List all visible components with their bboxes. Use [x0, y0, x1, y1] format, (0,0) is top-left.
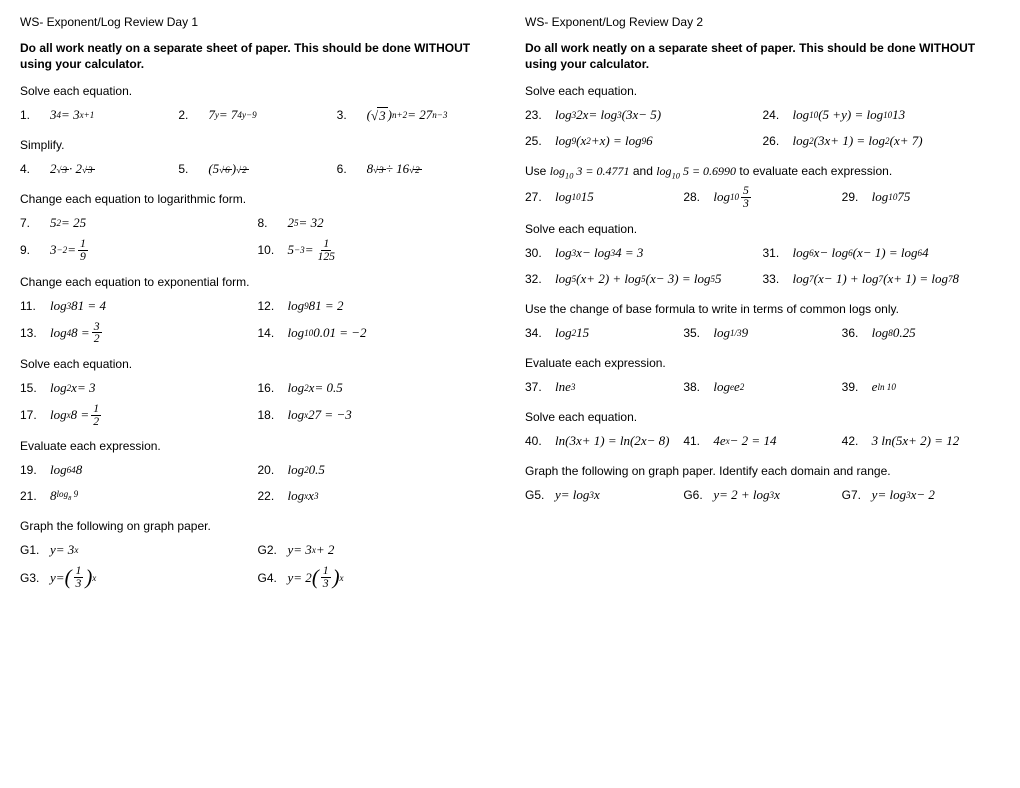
- problem-20: 20.log2 0.5: [258, 462, 496, 478]
- problem-row: 7.52 = 25 8.25 = 32: [20, 212, 495, 234]
- day2-title: WS- Exponent/Log Review Day 2: [525, 15, 1000, 29]
- day1-instructions: Do all work neatly on a separate sheet o…: [20, 41, 495, 72]
- problem-42: 42.3 ln(5x + 2) = 12: [842, 433, 1000, 449]
- problem-16: 16.log2 x = 0.5: [258, 380, 496, 396]
- problem-23: 23.log3 2x = log3(3x − 5): [525, 107, 763, 123]
- problem-row: 17.logx 8 = 12 18.logx 27 = −3: [20, 403, 495, 427]
- problem-row: 34.log2 15 35.log1/3 9 36.log8 0.25: [525, 322, 1000, 344]
- problem-2: 2.7y = 74y−9: [178, 107, 336, 123]
- problem-g3: G3.y = (13)x: [20, 565, 258, 589]
- problem-33: 33.log7(x − 1) + log7(x + 1) = log7 8: [763, 271, 1001, 287]
- problem-11: 11.log3 81 = 4: [20, 298, 258, 314]
- problem-12: 12.log9 81 = 2: [258, 298, 496, 314]
- problem-13: 13.log4 8 = 32: [20, 321, 258, 345]
- problem-row: 23.log3 2x = log3(3x − 5) 24.log10(5 + y…: [525, 104, 1000, 126]
- problem-3: 3.(3)n+2 = 27n−3: [337, 107, 495, 124]
- problem-row: 27.log10 15 28.log10 53 29.log10 75: [525, 185, 1000, 209]
- problem-g2: G2.y = 3x + 2: [258, 542, 496, 558]
- problem-7: 7.52 = 25: [20, 215, 258, 231]
- problem-27: 27.log10 15: [525, 189, 683, 205]
- section-head: Solve each equation.: [525, 84, 1000, 98]
- worksheet-columns: WS- Exponent/Log Review Day 1 Do all wor…: [20, 15, 1000, 594]
- problem-row: 25.log9(x2 + x) = log9 6 26.log2(3x + 1)…: [525, 130, 1000, 152]
- problem-28: 28.log10 53: [683, 185, 841, 209]
- problem-17: 17.logx 8 = 12: [20, 403, 258, 427]
- problem-row: G3.y = (13)x G4.y = 2(13)x: [20, 565, 495, 589]
- problem-g6: G6.y = 2 + log3 x: [683, 487, 841, 503]
- problem-row: 19.log64 8 20.log2 0.5: [20, 459, 495, 481]
- day2-column: WS- Exponent/Log Review Day 2 Do all wor…: [525, 15, 1000, 594]
- problem-14: 14.log10 0.01 = −2: [258, 325, 496, 341]
- problem-24: 24.log10(5 + y) = log10 13: [763, 107, 1001, 123]
- problem-g5: G5.y = log3 x: [525, 487, 683, 503]
- problem-34: 34.log2 15: [525, 325, 683, 341]
- section-head: Change each equation to exponential form…: [20, 275, 495, 289]
- section-head: Solve each equation.: [20, 357, 495, 371]
- section-head: Use the change of base formula to write …: [525, 302, 1000, 316]
- section-head: Graph the following on graph paper.: [20, 519, 495, 533]
- problem-15: 15.log2 x = 3: [20, 380, 258, 396]
- problem-25: 25.log9(x2 + x) = log9 6: [525, 133, 763, 149]
- section-head: Solve each equation.: [525, 222, 1000, 236]
- problem-38: 38.loge e2: [683, 379, 841, 395]
- problem-row: 30.log3 x − log3 4 = 3 31.log6 x − log6(…: [525, 242, 1000, 264]
- problem-row: 21.8log8 9 22.logx x3: [20, 485, 495, 507]
- problem-row: 9.3−2 = 19 10.5−3 = 1125: [20, 238, 495, 262]
- problem-21: 21.8log8 9: [20, 488, 258, 504]
- problem-row: 40.ln(3x + 1) = ln(2x − 8) 41.4ex − 2 = …: [525, 430, 1000, 452]
- problem-35: 35.log1/3 9: [683, 325, 841, 341]
- section-head: Evaluate each expression.: [20, 439, 495, 453]
- problem-4: 4.23 · 23: [20, 161, 178, 177]
- section-head: Change each equation to logarithmic form…: [20, 192, 495, 206]
- section-head: Use log10 3 = 0.4771 and log10 5 = 0.699…: [525, 164, 1000, 179]
- problem-31: 31.log6 x − log6(x − 1) = log6 4: [763, 245, 1001, 261]
- problem-row: G1.y = 3x G2.y = 3x + 2: [20, 539, 495, 561]
- problem-19: 19.log64 8: [20, 462, 258, 478]
- problem-41: 41.4ex − 2 = 14: [683, 433, 841, 449]
- problem-row: 11.log3 81 = 4 12.log9 81 = 2: [20, 295, 495, 317]
- problem-row: 32.log5(x + 2) + log5(x − 3) = log5 5 33…: [525, 268, 1000, 290]
- problem-22: 22.logx x3: [258, 488, 496, 504]
- problem-36: 36.log8 0.25: [842, 325, 1000, 341]
- problem-g7: G7.y = log3 x − 2: [842, 487, 1000, 503]
- problem-row: 37.ln e3 38.loge e2 39.eln 10: [525, 376, 1000, 398]
- problem-5: 5.(56)2: [178, 161, 336, 177]
- section-head: Graph the following on graph paper. Iden…: [525, 464, 1000, 478]
- problem-g4: G4.y = 2(13)x: [258, 565, 496, 589]
- problem-40: 40.ln(3x + 1) = ln(2x − 8): [525, 433, 683, 449]
- problem-row: 1.34 = 3x+1 2.7y = 74y−9 3.(3)n+2 = 27n−…: [20, 104, 495, 126]
- problem-1: 1.34 = 3x+1: [20, 107, 178, 123]
- problem-6: 6.83 ÷ 162: [337, 161, 495, 177]
- day1-title: WS- Exponent/Log Review Day 1: [20, 15, 495, 29]
- problem-37: 37.ln e3: [525, 379, 683, 395]
- day1-column: WS- Exponent/Log Review Day 1 Do all wor…: [20, 15, 495, 594]
- section-head: Solve each equation.: [20, 84, 495, 98]
- problem-10: 10.5−3 = 1125: [258, 238, 496, 262]
- problem-30: 30.log3 x − log3 4 = 3: [525, 245, 763, 261]
- day2-instructions: Do all work neatly on a separate sheet o…: [525, 41, 1000, 72]
- section-head: Solve each equation.: [525, 410, 1000, 424]
- problem-row: 13.log4 8 = 32 14.log10 0.01 = −2: [20, 321, 495, 345]
- problem-g1: G1.y = 3x: [20, 542, 258, 558]
- problem-32: 32.log5(x + 2) + log5(x − 3) = log5 5: [525, 271, 763, 287]
- problem-8: 8.25 = 32: [258, 215, 496, 231]
- problem-18: 18.logx 27 = −3: [258, 407, 496, 423]
- problem-26: 26.log2(3x + 1) = log2(x + 7): [763, 133, 1001, 149]
- problem-row: G5.y = log3 x G6.y = 2 + log3 x G7.y = l…: [525, 484, 1000, 506]
- problem-row: 4.23 · 23 5.(56)2 6.83 ÷ 162: [20, 158, 495, 180]
- problem-29: 29.log10 75: [842, 189, 1000, 205]
- problem-39: 39.eln 10: [842, 379, 1000, 395]
- problem-row: 15.log2 x = 3 16.log2 x = 0.5: [20, 377, 495, 399]
- problem-9: 9.3−2 = 19: [20, 238, 258, 262]
- section-head: Simplify.: [20, 138, 495, 152]
- section-head: Evaluate each expression.: [525, 356, 1000, 370]
